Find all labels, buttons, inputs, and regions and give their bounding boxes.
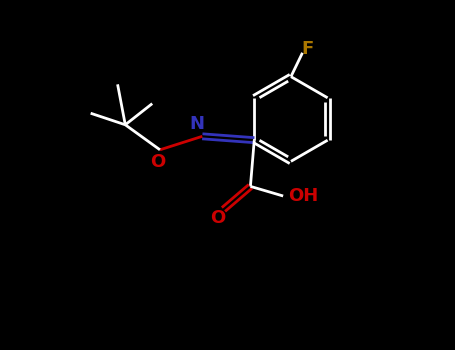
Text: OH: OH	[288, 187, 318, 205]
Text: N: N	[189, 115, 204, 133]
Text: F: F	[301, 40, 313, 58]
Text: O: O	[210, 209, 225, 227]
Text: O: O	[151, 153, 166, 171]
